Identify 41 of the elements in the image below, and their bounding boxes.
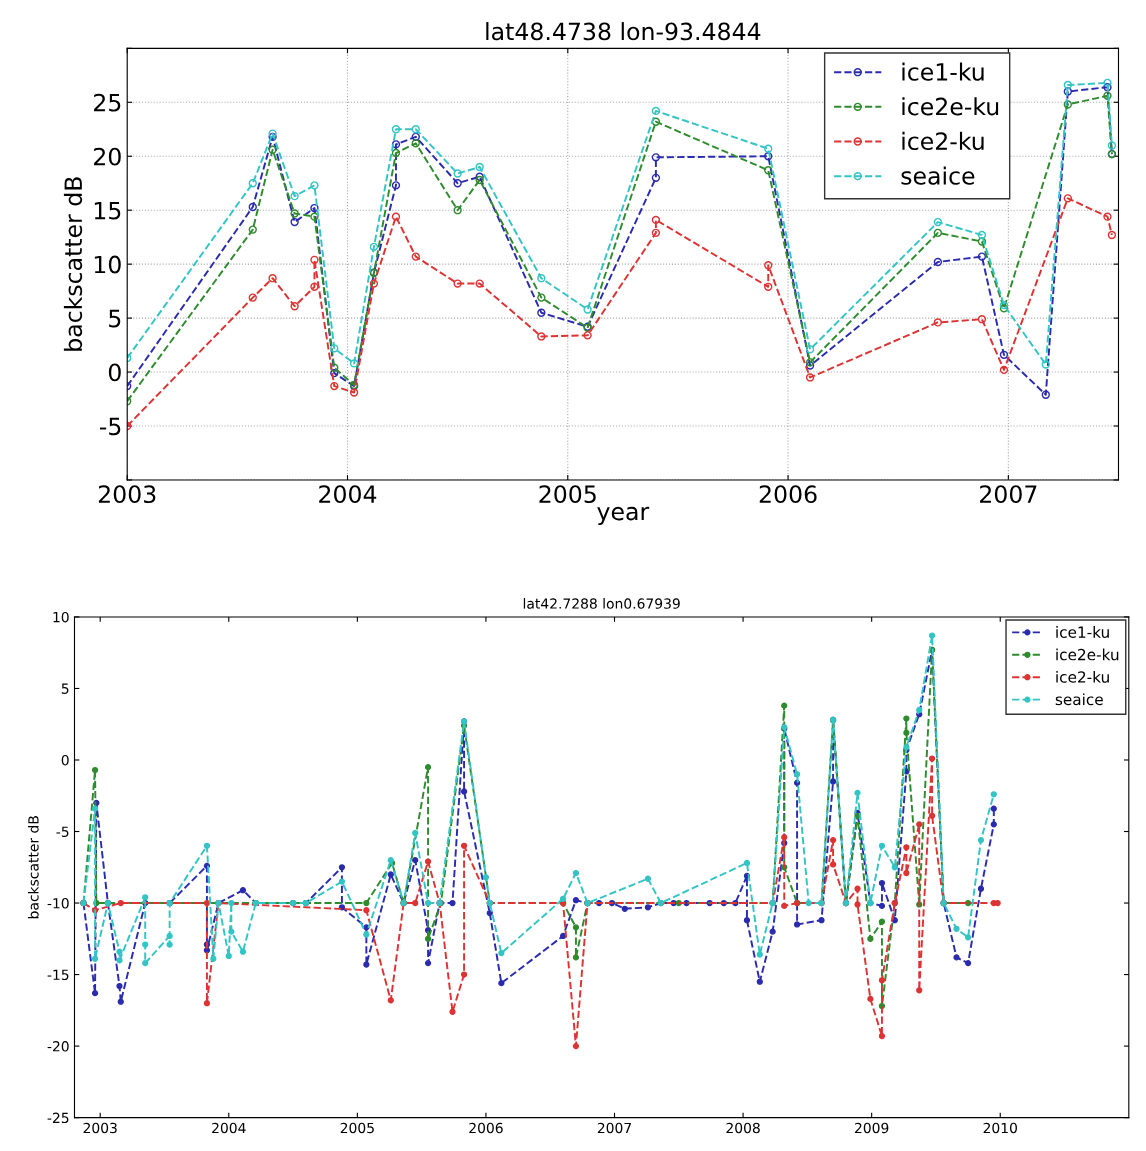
chart-title: lat48.4738 lon-93.4844 <box>486 22 761 41</box>
legend-label: ice2-ku <box>902 131 984 151</box>
x-tick-label: 2008 <box>726 1122 760 1134</box>
x-tick-label: 2006 <box>759 485 817 504</box>
legend-label: ice1-ku <box>902 62 984 81</box>
y-tick-label: 25 <box>94 93 121 112</box>
y-tick-label: 5 <box>109 309 121 328</box>
y-tick-label: 0 <box>108 363 121 382</box>
y-tick-label: 5 <box>61 683 69 694</box>
x-tick-label: 2003 <box>83 1122 117 1134</box>
x-tick-label: 2004 <box>212 1122 246 1134</box>
x-axis-title: year <box>597 506 650 525</box>
y-tick-label: -5 <box>56 826 69 837</box>
x-tick-label: 2007 <box>597 1122 631 1134</box>
legend-label: ice1-ku <box>1056 626 1109 638</box>
y-tick-label: 20 <box>94 147 121 166</box>
x-tick-label: 2005 <box>340 1122 374 1134</box>
y-tick-label: 10 <box>53 611 69 623</box>
x-tick-label: 2003 <box>98 485 156 504</box>
x-tick-label: 2006 <box>469 1122 503 1134</box>
y-tick-label: -20 <box>47 1041 69 1052</box>
legend-label: ice2e-ku <box>902 97 999 116</box>
legend-label: ice2-ku <box>1056 670 1109 683</box>
chart-title: lat42.7288 lon0.67939 <box>523 598 680 609</box>
y-tick-label: -5 <box>99 417 121 436</box>
y-tick-label: 15 <box>94 201 121 220</box>
x-tick-label: 2009 <box>855 1122 889 1134</box>
legend-label: seaice <box>1055 693 1103 706</box>
x-tick-label: 2010 <box>983 1122 1017 1134</box>
legend-label: ice2e-ku <box>1056 648 1119 661</box>
x-tick-label: 2004 <box>319 485 377 504</box>
y-tick-label: 0 <box>61 754 69 766</box>
y-tick-label: -10 <box>47 898 69 909</box>
y-tick-label: -15 <box>47 969 69 981</box>
x-tick-label: 2007 <box>980 485 1037 504</box>
x-tick-label: 2005 <box>539 485 596 504</box>
y-axis-title: backscatter dB <box>27 816 39 919</box>
y-tick-label: -25 <box>47 1112 69 1124</box>
y-axis-title: backscatter dB <box>63 177 83 351</box>
y-tick-label: 10 <box>94 255 121 274</box>
legend-label: seaice <box>901 166 975 185</box>
